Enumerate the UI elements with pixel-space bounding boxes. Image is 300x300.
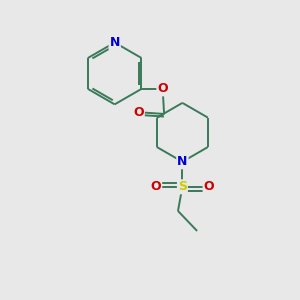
Text: O: O: [157, 82, 168, 95]
Text: N: N: [110, 36, 120, 49]
Text: O: O: [204, 180, 214, 193]
Text: O: O: [151, 180, 161, 193]
Text: S: S: [178, 180, 187, 193]
Text: N: N: [177, 155, 188, 168]
Text: O: O: [133, 106, 144, 119]
